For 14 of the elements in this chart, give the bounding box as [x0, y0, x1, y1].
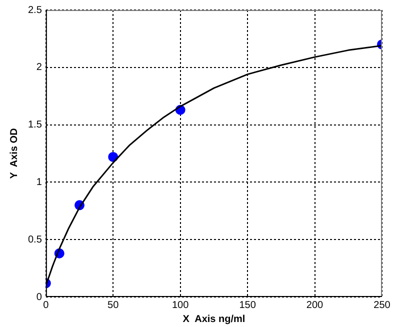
y-tick-label: 1.5: [28, 120, 42, 131]
x-tick-label: 250: [374, 300, 391, 311]
y-tick-label: 2: [36, 62, 42, 74]
y-tick-label: 0.5: [28, 234, 42, 246]
y-axis-title: Y Axis OD: [8, 128, 20, 179]
x-tick-label: 100: [172, 300, 190, 311]
x-tick-label: 200: [306, 300, 324, 311]
y-tick-label: 2.5: [28, 4, 42, 16]
x-tick-label: 0: [43, 300, 50, 311]
y-tick-label: 1: [36, 176, 42, 188]
x-tick-label: 150: [239, 300, 256, 311]
x-tick-label: 50: [108, 300, 120, 311]
y-tick-label: 0: [36, 292, 42, 303]
x-axis-title: X Axis ng/ml: [182, 314, 246, 325]
